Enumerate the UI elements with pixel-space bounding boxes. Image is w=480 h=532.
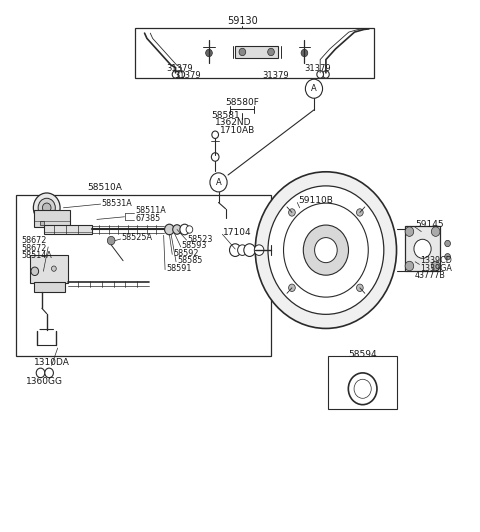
Text: 58672: 58672 [22, 244, 47, 253]
Circle shape [405, 227, 414, 236]
Circle shape [42, 203, 51, 213]
Circle shape [205, 49, 212, 57]
Circle shape [288, 284, 295, 292]
Bar [44, 225, 92, 234]
Circle shape [45, 368, 53, 378]
Circle shape [178, 71, 185, 78]
Circle shape [268, 48, 275, 56]
Text: A: A [311, 84, 317, 93]
Text: 58585: 58585 [177, 256, 203, 265]
Bar [34, 211, 70, 227]
Circle shape [284, 203, 368, 297]
Circle shape [244, 244, 255, 256]
Text: 59130: 59130 [227, 16, 258, 27]
Bar [135, 28, 373, 78]
Text: 58510A: 58510A [87, 183, 122, 192]
Text: 1339GA: 1339GA [420, 264, 452, 272]
Circle shape [405, 261, 414, 271]
Text: 1339CD: 1339CD [420, 256, 452, 265]
Bar [16, 195, 271, 356]
Circle shape [108, 236, 115, 245]
Bar [34, 282, 65, 293]
Circle shape [255, 172, 396, 328]
Circle shape [38, 198, 55, 217]
Circle shape [172, 71, 179, 78]
Text: 67385: 67385 [135, 214, 160, 223]
Circle shape [357, 284, 363, 292]
Text: 58593: 58593 [182, 242, 207, 251]
Text: 1362ND: 1362ND [215, 118, 252, 127]
Text: 59145: 59145 [416, 220, 444, 229]
Text: 58581: 58581 [211, 111, 240, 120]
Circle shape [173, 225, 181, 234]
Circle shape [186, 226, 193, 233]
Text: 58511A: 58511A [135, 206, 166, 215]
Text: 58525A: 58525A [121, 234, 153, 243]
Circle shape [445, 240, 450, 247]
Circle shape [288, 209, 295, 216]
Text: 43777B: 43777B [414, 271, 445, 280]
Text: 58592: 58592 [173, 249, 199, 258]
Bar [405, 226, 441, 271]
Text: 58531A: 58531A [102, 198, 132, 207]
Text: 1360GG: 1360GG [26, 377, 63, 386]
Circle shape [165, 224, 174, 235]
Circle shape [317, 71, 324, 78]
Text: 58523: 58523 [188, 235, 213, 244]
Circle shape [432, 261, 440, 271]
Circle shape [180, 224, 190, 235]
Circle shape [305, 79, 323, 98]
Text: 31379: 31379 [166, 64, 192, 73]
Circle shape [34, 193, 60, 222]
Circle shape [301, 49, 308, 57]
Text: 1310DA: 1310DA [34, 358, 70, 367]
Bar [30, 255, 68, 283]
Circle shape [268, 186, 384, 314]
Circle shape [445, 254, 450, 260]
Text: 58580F: 58580F [226, 98, 259, 107]
Circle shape [51, 266, 56, 271]
Circle shape [348, 373, 377, 405]
Text: 1710AB: 1710AB [219, 126, 255, 135]
Circle shape [303, 225, 348, 275]
Circle shape [414, 239, 431, 259]
Text: 58672: 58672 [22, 236, 47, 245]
Text: A: A [216, 178, 221, 187]
Circle shape [354, 379, 371, 398]
Text: 58594: 58594 [348, 350, 377, 359]
Bar [235, 46, 278, 59]
Bar [39, 221, 44, 225]
Circle shape [211, 153, 219, 161]
Circle shape [239, 48, 246, 56]
Circle shape [212, 131, 218, 138]
Circle shape [323, 71, 329, 78]
Circle shape [254, 245, 264, 255]
Circle shape [357, 209, 363, 216]
Circle shape [36, 368, 45, 378]
Text: 17104: 17104 [223, 228, 252, 237]
Circle shape [31, 267, 38, 276]
Text: 58591: 58591 [166, 264, 192, 273]
Bar [328, 356, 397, 409]
Text: 31379: 31379 [304, 64, 331, 73]
Text: 59110B: 59110B [298, 196, 333, 205]
Circle shape [432, 227, 440, 236]
Circle shape [314, 238, 337, 263]
Text: 58514A: 58514A [22, 252, 52, 261]
Text: 31379: 31379 [174, 71, 201, 80]
Circle shape [210, 173, 227, 192]
Text: 31379: 31379 [263, 71, 289, 80]
Circle shape [238, 245, 247, 255]
Circle shape [229, 244, 241, 256]
